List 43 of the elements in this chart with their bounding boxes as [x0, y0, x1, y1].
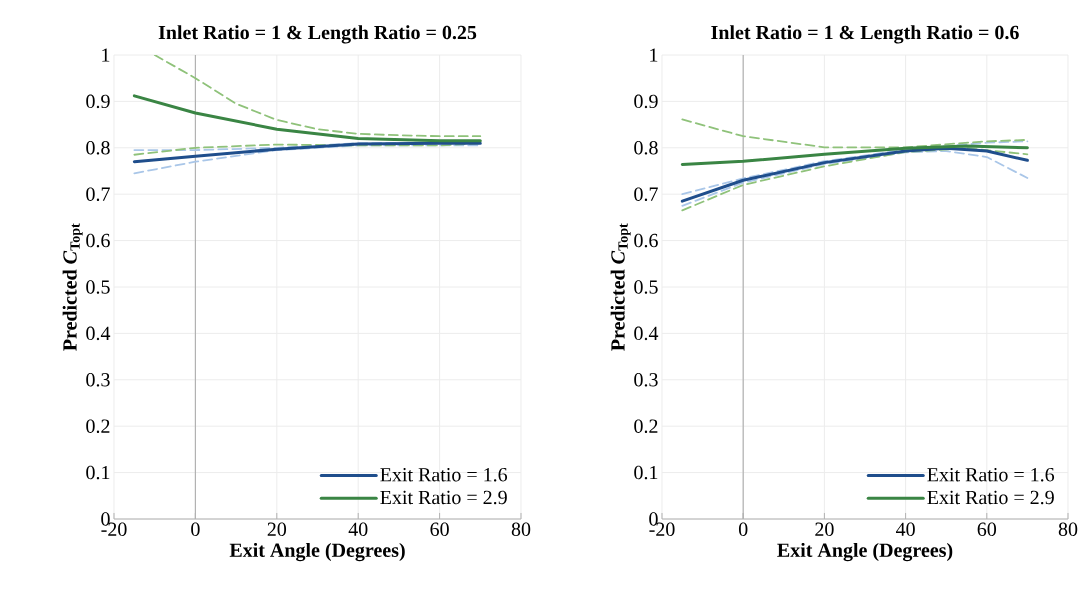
- line-series: [132, 94, 482, 143]
- y-tick-label: 0.9: [634, 94, 658, 109]
- y-tick-label: 0.8: [86, 141, 110, 155]
- x-tick-label: 80: [1058, 522, 1078, 537]
- legend-label: Exit Ratio = 1.6: [380, 468, 508, 482]
- y-axis-title: Predicted C$_{Topt}$: [62, 223, 83, 351]
- y-tick-label: 0.6: [86, 233, 110, 248]
- y-tick-label: 0.5: [634, 280, 658, 294]
- y-tick-label: 0.4: [86, 326, 111, 341]
- y-tick-label: 0.2: [86, 419, 110, 433]
- legend-label: Exit Ratio = 2.9: [927, 490, 1054, 505]
- chart-title: Inlet Ratio = 1 & Length Ratio = 0.25: [158, 25, 477, 44]
- line-series: [153, 54, 482, 138]
- x-tick-label: 40: [348, 522, 368, 537]
- y-tick-label: 0.1: [86, 465, 110, 480]
- line-series: [680, 144, 1029, 166]
- y-axis-title: Predicted C$_{Topt}$: [610, 223, 631, 351]
- legend-label: Exit Ratio = 2.9: [380, 490, 507, 505]
- x-tick-label: 80: [511, 522, 531, 537]
- x-tick-label: 0: [738, 522, 748, 537]
- x-axis-title: Exit Angle (Degrees): [777, 542, 953, 562]
- x-tick-label: 0: [191, 522, 200, 537]
- y-tick-label: 0.4: [634, 326, 659, 341]
- y-tick-label: 0.8: [634, 141, 658, 155]
- chart-title: Inlet Ratio = 1 & Length Ratio = 0.6: [711, 25, 1019, 44]
- x-tick-label: 20: [267, 522, 287, 537]
- y-tick-label: 0.2: [634, 419, 658, 433]
- y-tick-label: 0.7: [634, 187, 658, 201]
- x-tick-label: 60: [977, 522, 997, 537]
- y-tick-label: 0.5: [86, 280, 110, 294]
- y-tick-label: 0.3: [634, 373, 658, 387]
- y-tick-label: 0.1: [634, 465, 658, 480]
- x-tick-label: 60: [430, 522, 449, 537]
- x-tick-label: 20: [815, 522, 834, 537]
- y-tick-label: 1: [650, 48, 658, 62]
- y-tick-label: 0.9: [86, 94, 110, 109]
- y-tick-label: 0.6: [634, 233, 658, 248]
- x-tick-label: 40: [896, 522, 915, 537]
- y-tick-label: 0.3: [86, 373, 110, 387]
- y-tick-label: 1: [102, 48, 110, 62]
- x-axis-title: Exit Angle (Degrees): [229, 542, 405, 562]
- legend-label: Exit Ratio = 1.6: [927, 468, 1055, 482]
- y-tick-label: 0.7: [86, 187, 110, 201]
